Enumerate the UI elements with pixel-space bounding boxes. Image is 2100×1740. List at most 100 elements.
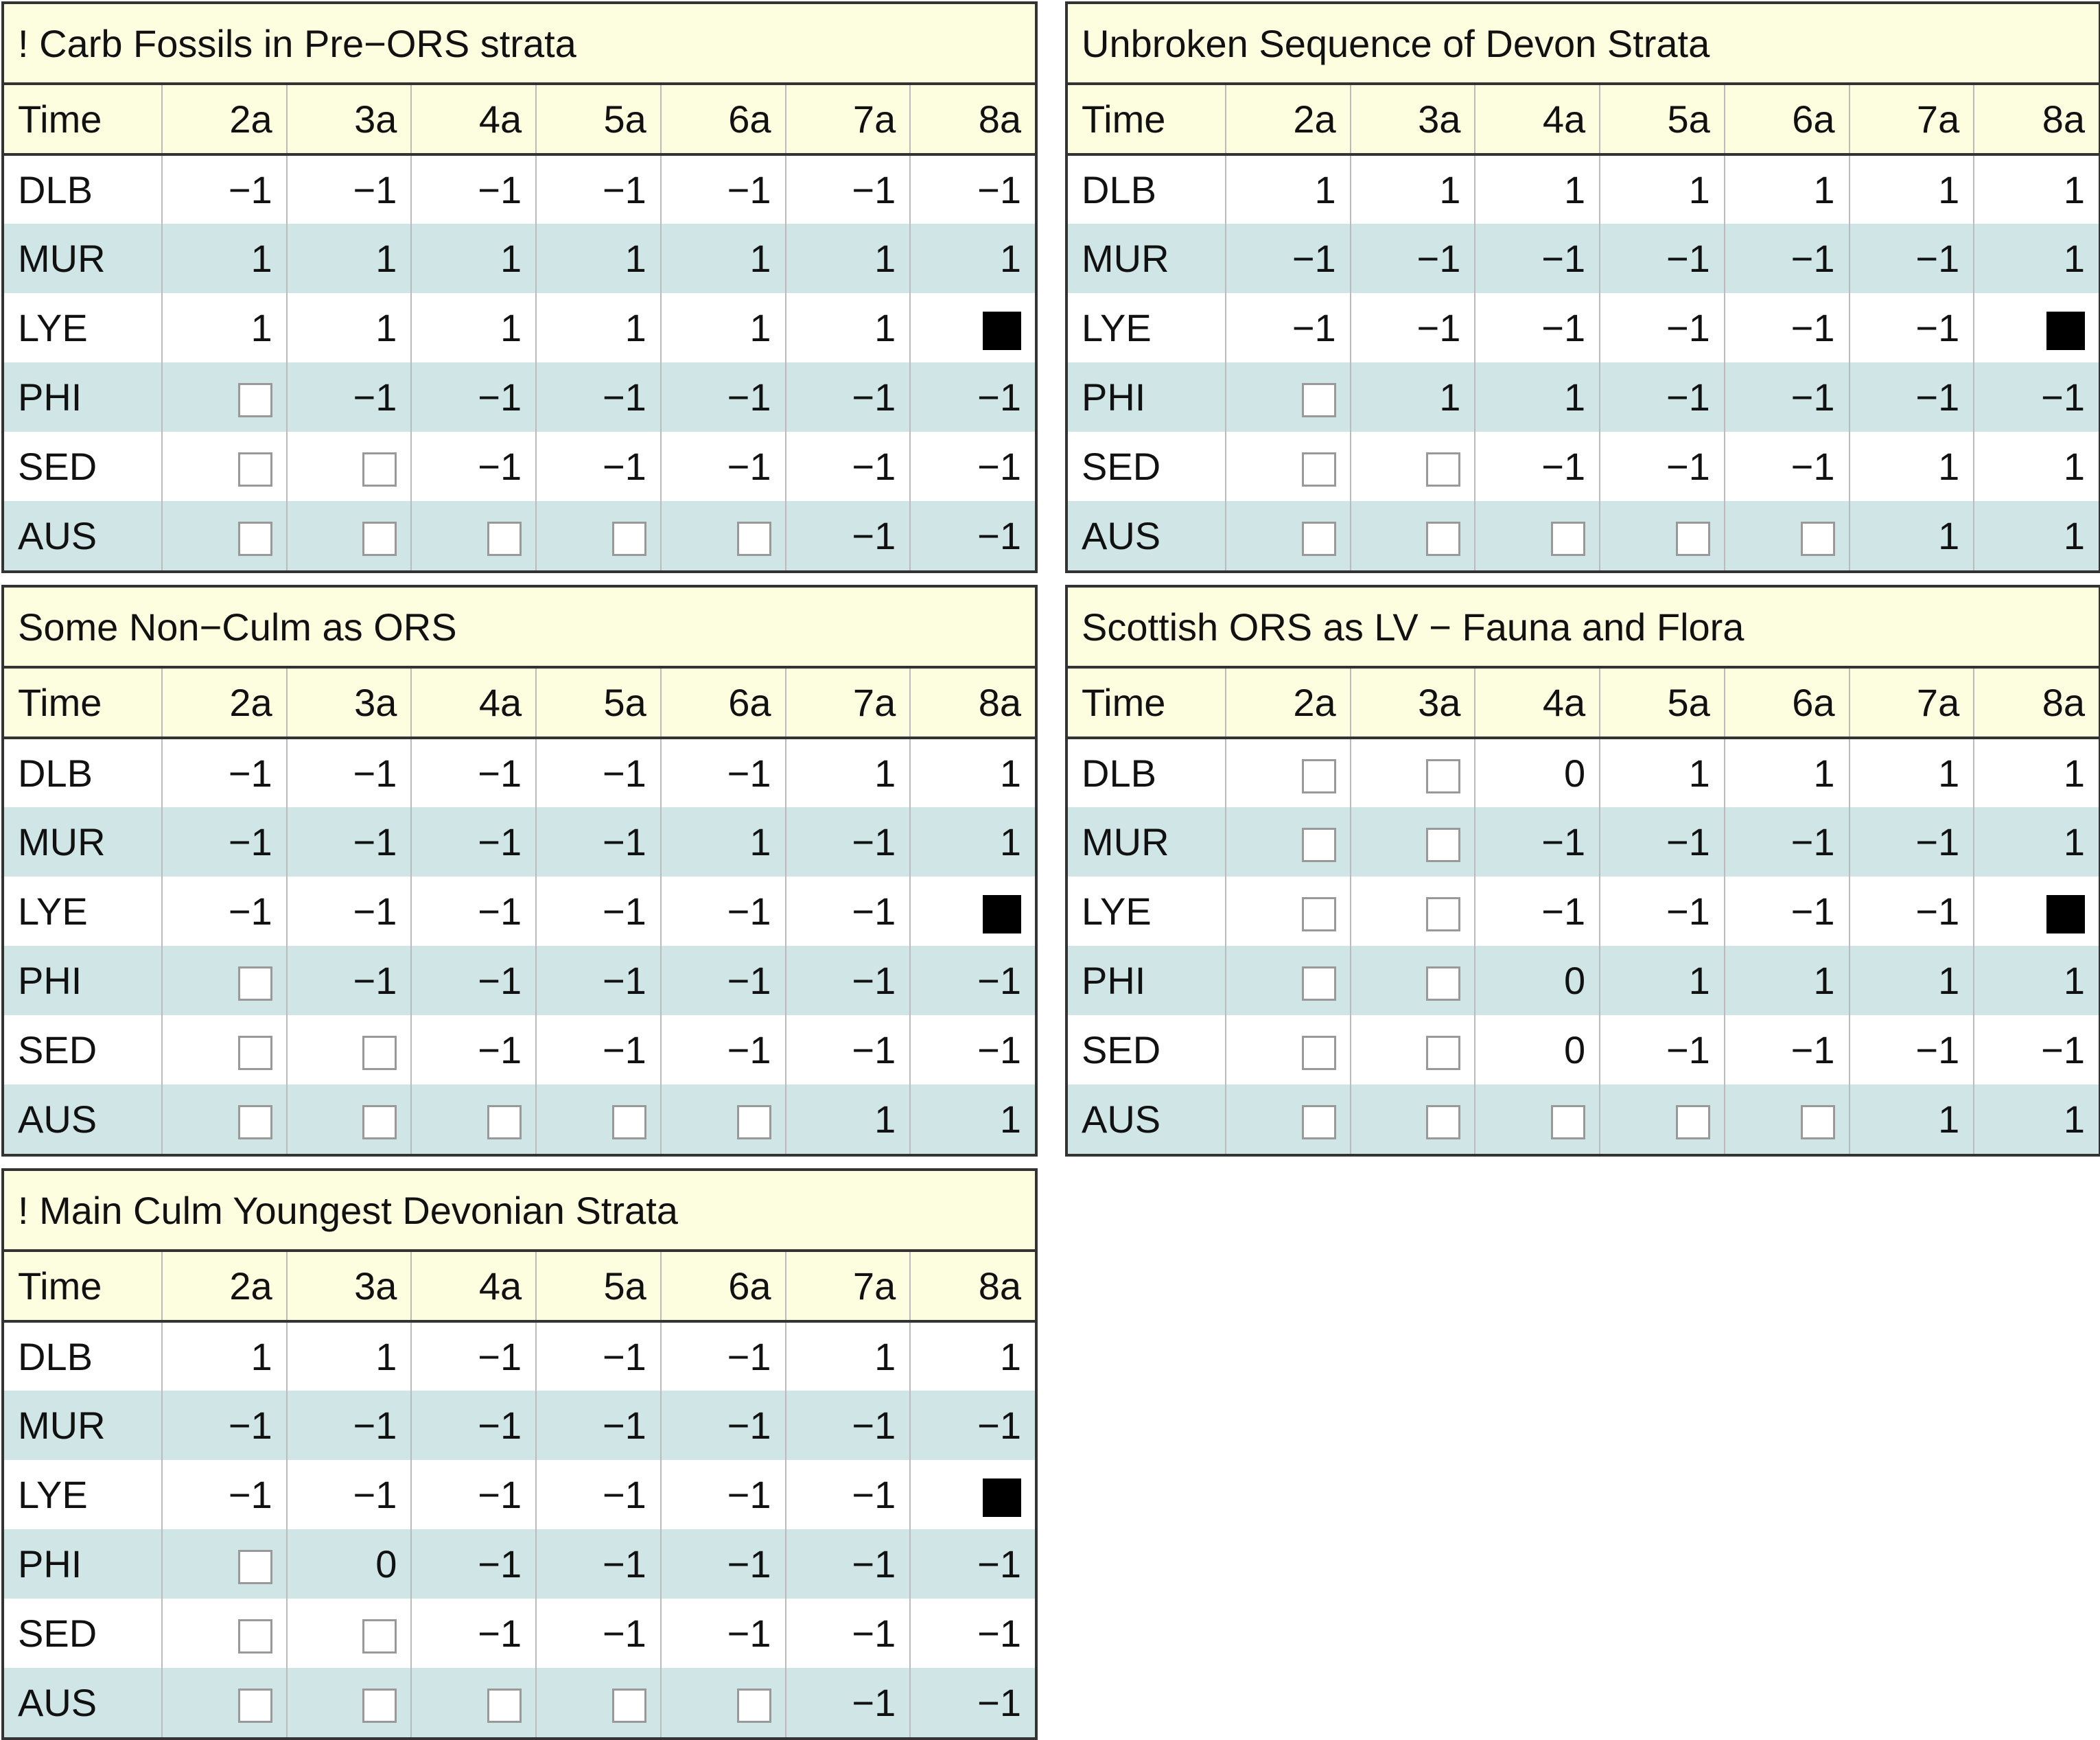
table-row: PHI 0 1 1 1 1 — [1068, 946, 2099, 1015]
value-cell: −1 — [1848, 1015, 1974, 1084]
column-header: 2a — [1225, 669, 1351, 738]
value-cell: −1 — [784, 432, 911, 501]
value-cell: 1 — [1599, 154, 1725, 224]
filled-cell — [909, 877, 1035, 946]
value-cell: −1 — [410, 807, 537, 877]
row-label: LYE — [18, 1473, 88, 1516]
value-cell: 1 — [285, 1321, 412, 1391]
value-cell: −1 — [535, 154, 661, 224]
empty-box-marker — [1426, 452, 1461, 487]
empty-cell — [410, 1668, 537, 1737]
value-cell: 1 — [1848, 946, 1974, 1015]
empty-box-marker — [237, 383, 272, 418]
value-cell: −1 — [1723, 362, 1850, 432]
empty-box-marker — [487, 1105, 522, 1140]
empty-cell — [161, 1015, 287, 1084]
value-cell: −1 — [285, 877, 412, 946]
value-cell: −1 — [410, 1599, 537, 1668]
value-cell: −1 — [410, 1460, 537, 1529]
value-cell: −1 — [660, 362, 786, 432]
value-cell: −1 — [1225, 224, 1351, 293]
empty-cell — [285, 1599, 412, 1668]
value-cell: 1 — [1973, 807, 2099, 877]
empty-box-marker — [611, 1689, 646, 1724]
filled-square-marker — [2046, 895, 2085, 934]
empty-cell — [1225, 1015, 1351, 1084]
table-row: SED 0 −1 −1 −1 −1 — [1068, 1015, 2099, 1084]
row-label: SED — [1082, 1028, 1161, 1071]
empty-box-marker — [1301, 759, 1336, 794]
empty-box-marker — [611, 1105, 646, 1140]
empty-cell — [1349, 1015, 1475, 1084]
empty-box-marker — [1426, 966, 1461, 1001]
empty-cell — [161, 946, 287, 1015]
value-cell: −1 — [1474, 293, 1600, 362]
value-cell: −1 — [784, 1668, 911, 1737]
value-cell: −1 — [784, 501, 911, 570]
filled-cell — [1973, 877, 2099, 946]
empty-cell — [1225, 1084, 1351, 1154]
value-cell: −1 — [909, 432, 1035, 501]
time-header: Time — [1068, 85, 1226, 154]
empty-box-marker — [362, 1619, 397, 1654]
panel-0: ! Carb Fossils in Pre−ORS strata Time 2a 3a… — [1, 1, 1038, 573]
empty-cell — [1599, 501, 1725, 570]
value-cell: 1 — [285, 293, 412, 362]
value-cell: −1 — [1474, 807, 1600, 877]
empty-cell — [161, 1529, 287, 1599]
header-row: Time 2a 3a 4a 5a 6a 7a 8a — [1068, 85, 2099, 154]
table-row: LYE −1 −1 −1 −1 −1 −1 — [1068, 293, 2099, 362]
empty-cell — [1349, 1084, 1475, 1154]
empty-cell — [535, 1084, 661, 1154]
empty-cell — [1225, 738, 1351, 807]
column-header: 8a — [1973, 669, 2099, 738]
column-header: 6a — [1723, 669, 1850, 738]
value-cell: −1 — [909, 1529, 1035, 1599]
empty-box-marker — [1800, 522, 1835, 557]
row-label: AUS — [4, 501, 162, 570]
header-row: Time 2a 3a 4a 5a 6a 7a 8a — [4, 669, 1035, 738]
empty-box-marker — [1301, 452, 1336, 487]
column-header: 3a — [1349, 669, 1475, 738]
data-table: Time 2a 3a 4a 5a 6a 7a 8a DLB −1 −1 −1 −1 −1 1 1 MUR −1 −1… — [4, 669, 1035, 1154]
value-cell: −1 — [410, 1321, 537, 1391]
value-cell: −1 — [1723, 1015, 1850, 1084]
column-header: 7a — [784, 85, 911, 154]
empty-cell — [1349, 738, 1475, 807]
empty-cell — [285, 1015, 412, 1084]
value-cell: 0 — [285, 1529, 412, 1599]
value-cell: −1 — [161, 877, 287, 946]
value-cell: −1 — [535, 1391, 661, 1460]
value-cell: −1 — [909, 501, 1035, 570]
column-header: 4a — [410, 1252, 537, 1321]
empty-cell — [161, 362, 287, 432]
value-cell: −1 — [909, 1668, 1035, 1737]
empty-cell — [535, 1668, 661, 1737]
row-label: DLB — [1082, 168, 1156, 211]
empty-box-marker — [736, 1105, 771, 1140]
value-cell: −1 — [535, 1015, 661, 1084]
time-header: Time — [4, 85, 162, 154]
table-row: LYE −1 −1 −1 −1 −1 −1 — [4, 1460, 1035, 1529]
empty-cell — [1225, 877, 1351, 946]
empty-box-marker — [1301, 897, 1336, 932]
panel-1: Unbroken Sequence of Devon Strata Time 2a 3… — [1065, 1, 2100, 573]
empty-cell — [535, 501, 661, 570]
column-header: 6a — [1723, 85, 1850, 154]
value-cell: −1 — [535, 1529, 661, 1599]
value-cell: −1 — [909, 946, 1035, 1015]
empty-cell — [285, 432, 412, 501]
empty-box-marker — [237, 1689, 272, 1724]
empty-box-marker — [237, 1036, 272, 1071]
value-cell: 1 — [909, 738, 1035, 807]
value-cell: 1 — [1973, 154, 2099, 224]
value-cell: 1 — [1973, 738, 2099, 807]
value-cell: 1 — [784, 293, 911, 362]
column-header: 8a — [909, 85, 1035, 154]
value-cell: 1 — [1723, 154, 1850, 224]
row-label: MUR — [4, 224, 162, 293]
empty-box-marker — [237, 452, 272, 487]
value-cell: 1 — [1599, 946, 1725, 1015]
empty-cell — [1225, 501, 1351, 570]
empty-box-marker — [487, 1689, 522, 1724]
